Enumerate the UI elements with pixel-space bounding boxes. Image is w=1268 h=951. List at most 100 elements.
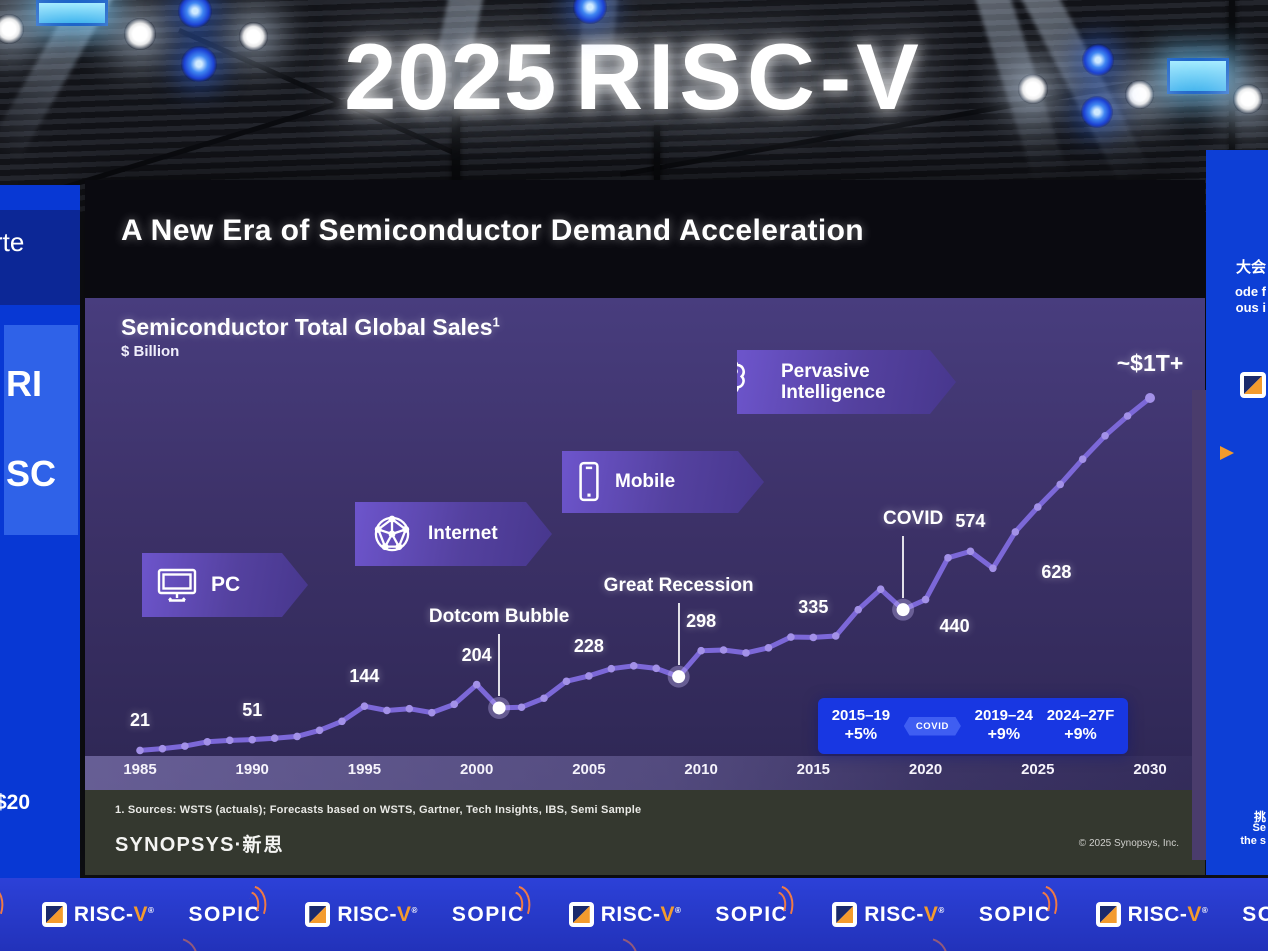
chart-unit-label: $ Billion — [121, 343, 180, 360]
data-point — [315, 726, 324, 735]
right-side-screen: 大会 ode f ous i 挑 Se the s — [1206, 150, 1268, 875]
riscv-logo: RISC-V® — [832, 902, 945, 927]
riscv-logo-icon — [568, 902, 594, 927]
data-point — [944, 554, 952, 562]
annotation-label: COVID — [883, 507, 944, 529]
value-label: 144 — [349, 666, 380, 687]
riscv-logo-text: RISC-V® — [600, 902, 682, 926]
data-point — [181, 742, 189, 750]
led-par-light — [1081, 96, 1113, 128]
value-label: 21 — [129, 710, 151, 731]
value-label: ~$1T+ — [1116, 350, 1184, 376]
data-point — [876, 585, 885, 593]
led-par-light — [1082, 44, 1114, 76]
riscv-logo-icon — [41, 902, 67, 927]
right-screen-partial-text: 挑 — [1253, 810, 1266, 824]
wall-strip — [1192, 390, 1206, 860]
smartphone-icon — [576, 461, 602, 503]
riscv-logo-icon — [832, 902, 858, 927]
spotlight — [1018, 74, 1048, 104]
panel-light — [36, 0, 108, 26]
growth-stats-box: 2015–19 +5% COVID 2019–24 +9% 2024–27F +… — [818, 698, 1128, 754]
left-side-screen: rte RI SC $20 — [0, 185, 80, 878]
event-marker-dot — [492, 701, 506, 715]
data-point — [629, 662, 638, 670]
data-point — [472, 680, 481, 689]
panel-light — [1167, 58, 1229, 94]
left-screen-dark-block — [0, 210, 80, 305]
x-axis-tick-label: 2015 — [796, 761, 831, 778]
synopsys-logo-separator: · — [234, 834, 243, 856]
synopsys-logo: SYNOPSYS·新思 — [115, 830, 285, 857]
data-point — [248, 735, 257, 744]
data-point — [989, 564, 997, 573]
data-point — [517, 703, 526, 712]
sopic-logo: SOPIC — [188, 885, 273, 927]
x-axis-tick-label: 2010 — [684, 761, 718, 778]
value-label: 335 — [798, 597, 829, 618]
slide-footer: 1. Sources: WSTS (actuals); Forecasts ba… — [85, 790, 1205, 875]
annotation-line — [498, 633, 501, 696]
synopsys-logo-latin: SYNOPSYS — [115, 834, 235, 856]
annotation-label: Great Recession — [603, 574, 754, 596]
spotlight — [1233, 84, 1263, 114]
sources-footnote: 1. Sources: WSTS (actuals); Forecasts ba… — [115, 804, 642, 816]
event-sign: 2025 RISC-V — [0, 30, 1268, 124]
growth-stat: 2024–27F +9% — [1047, 707, 1115, 746]
sales-line-chart — [136, 393, 1155, 755]
data-point — [427, 708, 436, 717]
data-point — [585, 672, 593, 680]
x-axis-tick-label: 2030 — [1133, 761, 1167, 778]
data-point — [225, 736, 234, 745]
growth-stat: 2019–24 +9% — [975, 707, 1033, 746]
riscv-logo-text: RISC-V® — [337, 902, 418, 926]
growth-stat: 2015–19 +5% — [832, 707, 890, 746]
x-axis-tick-label: 2020 — [908, 761, 943, 778]
copyright-notice: © 2025 Synopsys, Inc. — [1078, 838, 1179, 849]
sopic-logo: SOPIC — [0, 885, 10, 927]
left-screen-light-block — [4, 325, 78, 535]
sopic-logo-text: SOPIC — [451, 902, 525, 926]
value-label: 440 — [939, 615, 970, 636]
era-label: PC — [211, 573, 241, 596]
annotation-line — [677, 602, 680, 665]
growth-range: 2019–24 — [974, 706, 1034, 724]
value-label: 574 — [955, 511, 986, 532]
data-point — [383, 706, 391, 715]
spotlight — [0, 14, 24, 44]
sponsor-banner: SOPIC RISC-V® SOPIC RISC-V® SOPIC RISC-V® SOPI… — [0, 878, 1268, 951]
data-point — [854, 605, 863, 614]
right-screen-partial-text: 大会 — [1235, 259, 1266, 276]
data-point — [607, 664, 616, 673]
right-screen-partial-text: the s — [1240, 835, 1266, 847]
era-label: Mobile — [615, 471, 676, 492]
sign-brand: RISC-V — [575, 24, 924, 129]
data-point — [697, 646, 705, 655]
truss-pole — [452, 58, 460, 184]
data-point — [742, 649, 750, 657]
riscv-logo-icon — [1240, 372, 1266, 398]
led-par-light — [181, 46, 217, 82]
riscv-logo: RISC-V® — [568, 902, 682, 927]
monitor-icon — [156, 566, 198, 604]
sales-line — [137, 395, 1153, 753]
data-point — [1033, 503, 1042, 511]
chart-title: Semiconductor Total Global Sales1 — [121, 314, 500, 341]
data-point — [270, 734, 279, 742]
sign-year: 2025 — [344, 24, 558, 129]
riscv-logo: RISC-V® — [1095, 902, 1209, 927]
data-point — [1101, 432, 1109, 440]
data-point — [293, 732, 301, 741]
data-point — [787, 633, 795, 641]
data-point — [540, 694, 548, 703]
data-point — [1056, 480, 1065, 489]
value-label: 51 — [242, 699, 263, 720]
covid-chip: COVID — [903, 716, 961, 736]
event-marker-dot — [672, 670, 686, 684]
era-label: Internet — [428, 523, 498, 544]
x-axis-tick-label: 1990 — [235, 761, 269, 778]
riscv-logo-text: RISC-V® — [864, 902, 945, 926]
x-axis-tick-label: 1985 — [123, 761, 157, 778]
left-screen-partial-text: $20 — [0, 791, 31, 814]
growth-rate: +5% — [844, 726, 878, 744]
